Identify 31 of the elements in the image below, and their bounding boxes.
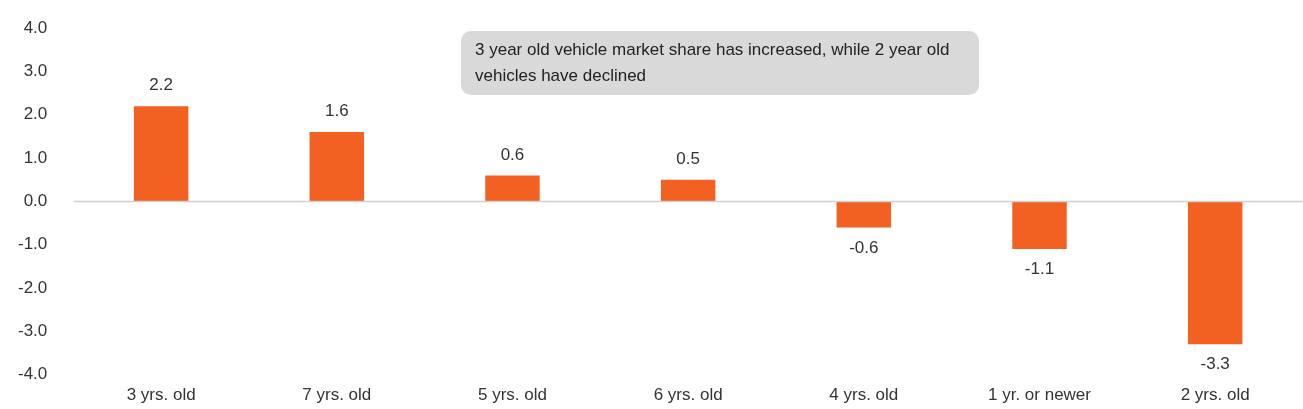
bar [309,132,365,202]
y-tick-label: 3.0 [23,61,48,81]
data-label: 0.5 [676,148,700,168]
x-tick-label: 2 yrs. old [1180,385,1250,405]
bar [1187,201,1243,345]
y-tick-label: 4.0 [23,17,48,37]
y-tick-label: -1.0 [18,234,48,254]
y-tick-label: -2.0 [18,277,48,297]
data-label: 2.2 [149,75,173,95]
x-tick-label: 1 yr. or newer [987,385,1092,405]
y-tick-label: -3.0 [18,320,48,340]
data-label: -1.1 [1024,259,1055,279]
bar [836,201,892,228]
x-tick-label: 4 yrs. old [829,385,899,405]
bar [660,179,716,202]
y-tick-label: 1.0 [23,147,48,167]
bar [133,106,189,202]
y-tick-label: 0.0 [23,191,48,211]
y-tick-label: -4.0 [18,364,48,384]
data-label: -3.3 [1200,354,1230,374]
x-tick-label: 7 yrs. old [302,385,372,405]
x-tick-label: 6 yrs. old [653,385,723,405]
annotation: 3 year old vehicle market share has increased, while 2 year old vehicles have declined [461,31,979,95]
bar [485,175,540,202]
bar [1012,201,1067,250]
x-tick-label: 3 yrs. old [126,385,196,405]
x-tick-label: 5 yrs. old [477,385,547,405]
data-label: 0.6 [500,144,525,164]
data-label: -0.6 [849,237,879,257]
data-label: 1.6 [324,101,349,121]
y-tick-label: 2.0 [23,104,48,124]
